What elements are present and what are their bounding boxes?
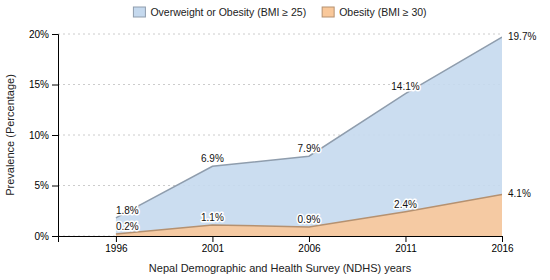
plot-area bbox=[116, 37, 502, 236]
tick-mark bbox=[405, 236, 406, 242]
y-axis: 0% 5% 10% 15% 20% bbox=[29, 29, 59, 242]
legend-swatch bbox=[133, 7, 145, 17]
grid-line bbox=[58, 34, 502, 35]
tick-label: 1996 bbox=[105, 243, 128, 254]
data-label: 6.9% bbox=[201, 153, 224, 164]
tick-label: 10% bbox=[29, 130, 49, 141]
tick: 1996 bbox=[105, 236, 128, 254]
axis-domain bbox=[52, 35, 59, 237]
tick: 20% bbox=[29, 29, 58, 40]
chart: 1996 2001 2006 2011 2016 0% 5% 10% 15% 20% Nepal D… bbox=[0, 0, 550, 280]
area bbox=[116, 37, 502, 236]
grid bbox=[58, 34, 502, 236]
tick: 10% bbox=[29, 130, 58, 141]
area-line bbox=[116, 195, 502, 234]
tick-label: 2006 bbox=[298, 243, 321, 254]
tick-label: 2011 bbox=[395, 243, 417, 254]
tick-label: 5% bbox=[35, 180, 50, 191]
tick-mark bbox=[309, 236, 310, 242]
y-axis-title: Prevalence (Percentage) bbox=[4, 74, 16, 196]
legend-item: Overweight or Obesity (BMI ≥ 25) bbox=[133, 6, 306, 18]
legend-item: Obesity (BMI ≥ 30) bbox=[322, 6, 426, 18]
area-line bbox=[116, 37, 502, 218]
tick: 0% bbox=[35, 231, 58, 242]
tick-mark bbox=[52, 34, 58, 35]
tick-label: 0% bbox=[35, 231, 50, 242]
tick-mark bbox=[52, 85, 58, 86]
tick-mark bbox=[502, 236, 503, 242]
x-axis-title: Nepal Demographic and Health Survey (NDH… bbox=[149, 262, 412, 274]
tick-mark bbox=[52, 135, 58, 136]
tick: 2001 bbox=[202, 236, 225, 254]
legend-label: Obesity (BMI ≥ 30) bbox=[339, 6, 426, 18]
data-label: 14.1% bbox=[391, 81, 419, 92]
tick-label: 2016 bbox=[491, 243, 514, 254]
data-label: 0.9% bbox=[298, 214, 321, 225]
tick: 2016 bbox=[491, 236, 514, 254]
tick-label: 15% bbox=[29, 79, 49, 90]
x-axis: 1996 2001 2006 2011 2016 bbox=[59, 236, 515, 254]
tick: 2006 bbox=[298, 236, 321, 254]
data-label: 2.4% bbox=[394, 199, 417, 210]
tick-mark bbox=[116, 236, 117, 242]
tick: 15% bbox=[29, 79, 58, 90]
axis-domain bbox=[59, 237, 503, 243]
legend: Overweight or Obesity (BMI ≥ 25) Obesity … bbox=[133, 6, 426, 18]
area bbox=[116, 195, 502, 236]
data-label: 7.9% bbox=[298, 143, 321, 154]
tick-mark bbox=[52, 186, 58, 187]
data-label: 19.7% bbox=[508, 31, 536, 42]
tick-label: 2001 bbox=[202, 243, 225, 254]
data-label: 0.2% bbox=[116, 221, 139, 232]
data-label: 1.1% bbox=[201, 212, 224, 223]
tick-label: 20% bbox=[29, 29, 49, 40]
legend-label: Overweight or Obesity (BMI ≥ 25) bbox=[150, 6, 306, 18]
tick: 2011 bbox=[395, 236, 417, 254]
data-labels: 1.8% 6.9% 7.9% 14.1% 19.7% 0.2% 1.1% 0.9% 2.4% 4.… bbox=[116, 31, 537, 232]
tick: 5% bbox=[35, 180, 58, 191]
legend-swatch bbox=[322, 7, 334, 17]
data-label: 1.8% bbox=[116, 205, 139, 216]
tick-mark bbox=[52, 236, 58, 237]
tick-mark bbox=[212, 236, 213, 242]
data-label: 4.1% bbox=[508, 188, 531, 199]
